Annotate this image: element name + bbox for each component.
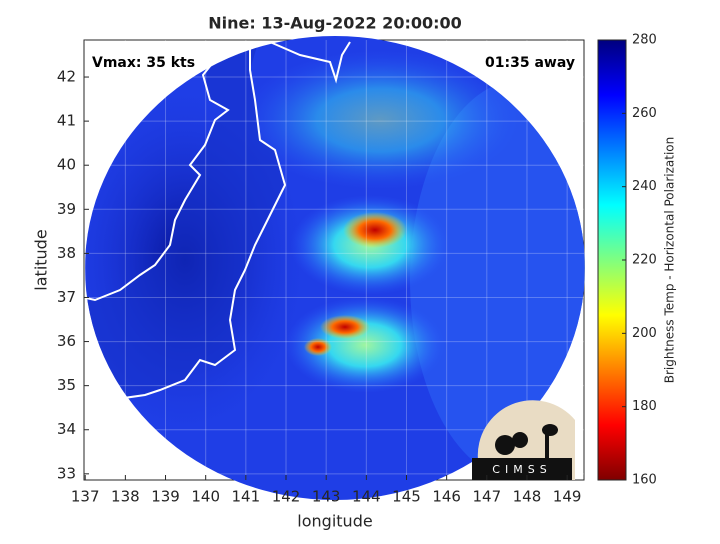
x-tick-label: 148 (513, 488, 542, 506)
y-axis-label: latitude (32, 229, 51, 290)
x-axis-label: longitude (297, 512, 372, 531)
colorbar-tick-label: 260 (632, 106, 657, 121)
x-tick-label: 144 (352, 488, 381, 506)
satellite-image (85, 36, 585, 500)
vmax-annotation: Vmax: 35 kts (92, 55, 195, 71)
colorbar-tick-label: 240 (632, 179, 657, 194)
x-tick-label: 145 (392, 488, 421, 506)
colorbar-tick-label: 280 (632, 33, 657, 48)
y-tick-label: 37 (57, 288, 76, 306)
y-tick-label: 34 (57, 420, 76, 438)
logo-text: CIMSS (492, 463, 551, 476)
x-tick-label: 143 (312, 488, 341, 506)
x-tick-label: 142 (272, 488, 301, 506)
y-tick-label: 36 (57, 332, 76, 350)
x-tick-label: 141 (232, 488, 261, 506)
x-tick-label: 149 (553, 488, 582, 506)
chart-title: Nine: 13-Aug-2022 20:00:00 (208, 14, 462, 33)
x-tick-label: 139 (151, 488, 180, 506)
coastline (85, 41, 351, 406)
x-tick-label: 140 (191, 488, 220, 506)
x-tick-label: 137 (71, 488, 100, 506)
y-tick-label: 39 (57, 200, 76, 218)
colorbar-tick-label: 160 (632, 473, 657, 488)
colorbar-tick-label: 220 (632, 253, 657, 268)
x-tick-label: 147 (472, 488, 501, 506)
y-tick-label: 42 (57, 68, 76, 86)
x-tick-label: 138 (111, 488, 140, 506)
colorbar-tick-label: 180 (632, 399, 657, 414)
y-tick-label: 40 (57, 156, 76, 174)
y-tick-label: 35 (57, 376, 76, 394)
colorbar-tick-label: 200 (632, 326, 657, 341)
y-tick-label: 41 (57, 112, 76, 130)
x-tick-label: 146 (432, 488, 461, 506)
cimss-logo: CIMSS (472, 400, 575, 480)
grid (84, 40, 584, 480)
y-tick-label: 38 (57, 244, 76, 262)
colorbar (597, 39, 627, 481)
time-annotation: 01:35 away (485, 55, 575, 71)
colorbar-label: Brightness Temp - Horizontal Polarizatio… (663, 137, 677, 384)
y-tick-label: 33 (57, 464, 76, 482)
